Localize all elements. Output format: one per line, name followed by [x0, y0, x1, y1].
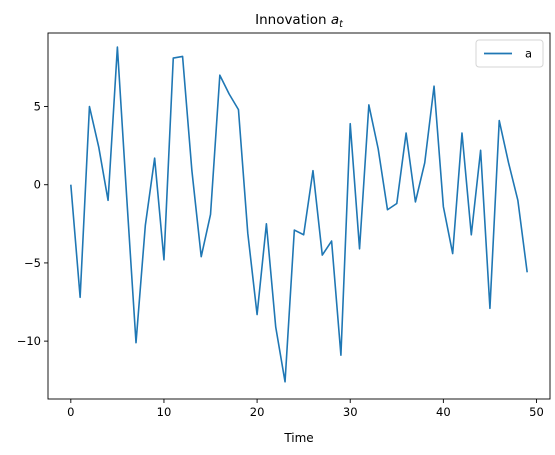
x-tick-label: 40	[436, 405, 451, 419]
plot-area-frame	[47, 32, 551, 400]
axis-ticks: 0 10 20 30 40 50 −10 −5 0 5	[17, 100, 544, 419]
y-tick-label: −5	[24, 256, 41, 270]
x-tick-label: 10	[157, 405, 172, 419]
legend-label: a	[525, 47, 532, 61]
legend: a	[475, 39, 544, 68]
x-tick-label: 0	[67, 405, 74, 419]
x-tick-label: 30	[343, 405, 358, 419]
x-tick-label: 50	[529, 405, 544, 419]
y-tick-label: 5	[34, 100, 41, 114]
x-tick-label: 20	[250, 405, 265, 419]
chart-title: Innovation at	[255, 12, 344, 30]
y-tick-label: −10	[17, 334, 41, 348]
x-axis-label: Time	[283, 431, 313, 445]
y-tick-label: 0	[34, 178, 41, 192]
data-series	[70, 46, 528, 383]
series-line-a	[70, 46, 528, 383]
